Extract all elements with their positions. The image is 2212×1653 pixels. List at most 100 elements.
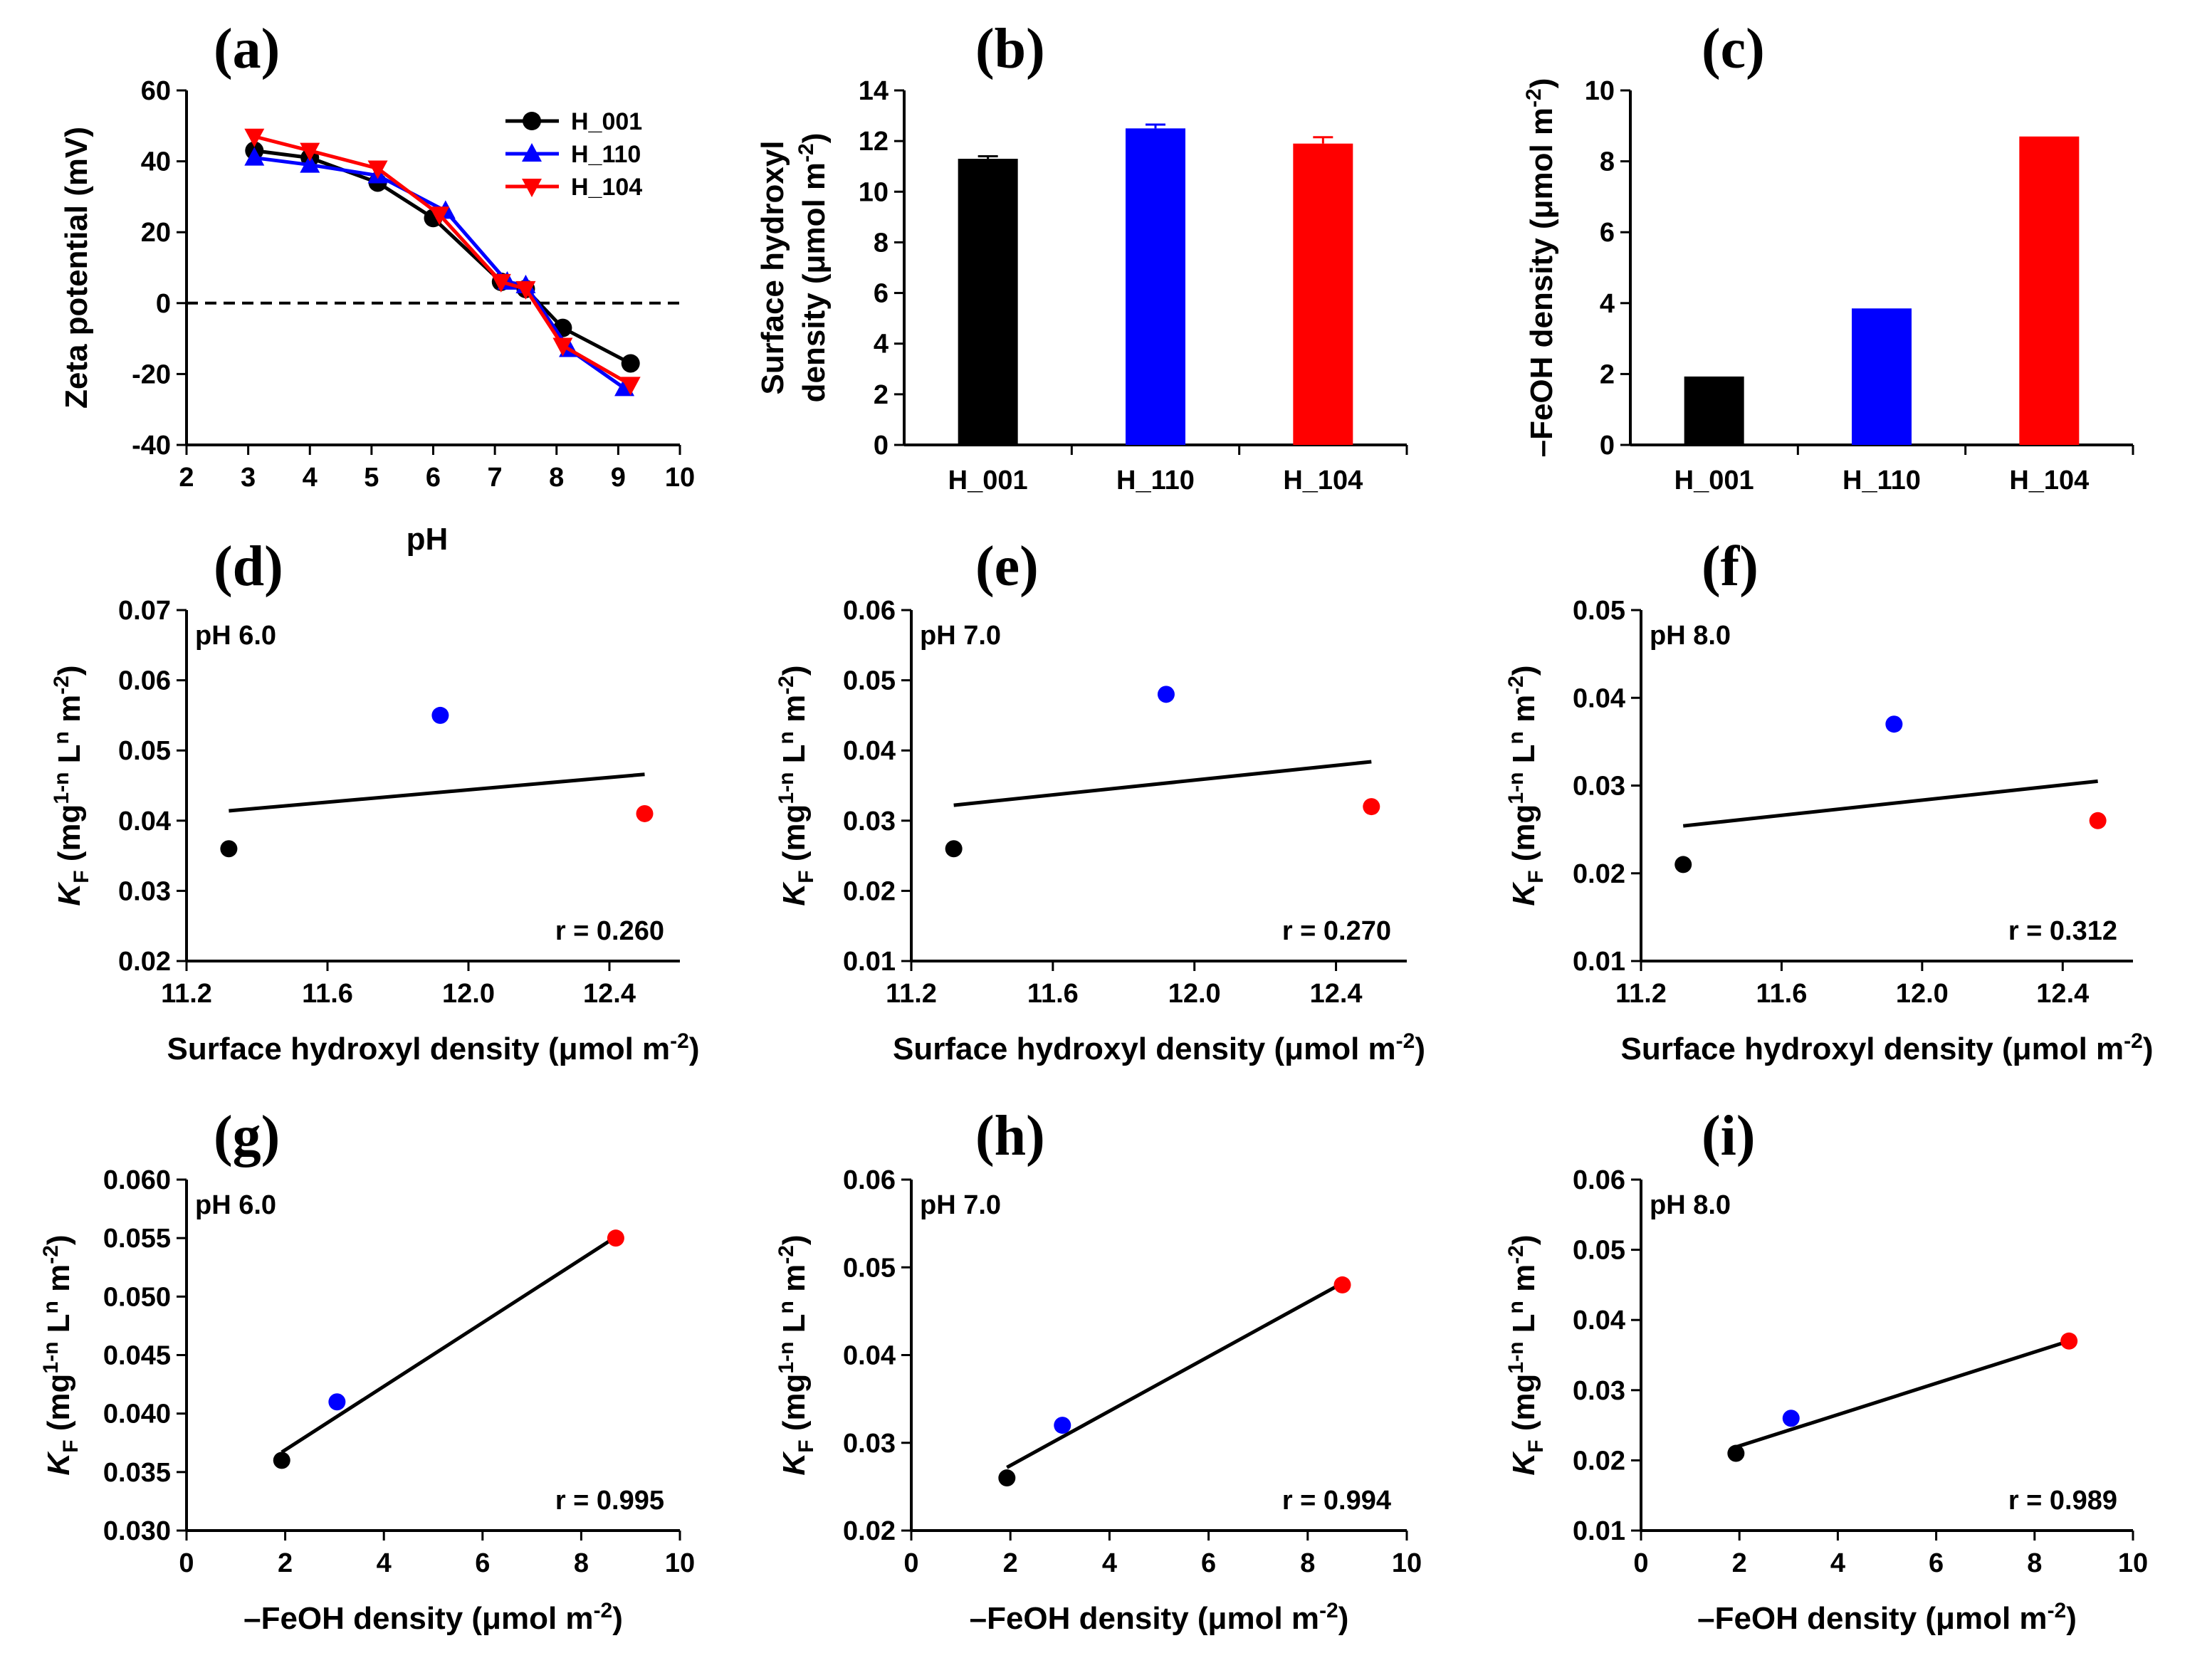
legend-marker: [523, 112, 541, 130]
y-tick-label: 0.04: [1573, 683, 1625, 713]
y-tick-label: 60: [141, 76, 171, 106]
x-tick-label: 8: [1300, 1548, 1315, 1578]
x-tick-label: 12.4: [1310, 979, 1363, 1009]
panel-f: (f) 0.01 0.02 0.03 0.04 0.05 11.2 11.6 12.0 12.4 p…: [1504, 535, 2154, 1066]
x-tick-label: 11.6: [302, 979, 353, 1009]
data-point-H_001: [998, 1469, 1016, 1487]
y-tick-label: 8: [874, 228, 889, 258]
ph-annotation: pH 6.0: [195, 1190, 276, 1220]
data-point-H_110: [244, 147, 265, 166]
y-tick-label: 0: [156, 289, 171, 319]
r-value: r = 0.270: [1282, 916, 1391, 946]
r-value: r = 0.260: [555, 916, 664, 946]
y-tick-label: 0.04: [843, 736, 896, 766]
x-tick-label: 11.6: [1756, 979, 1807, 1009]
panel-label: (b): [975, 18, 1045, 80]
x-tick-label: 0: [179, 1548, 194, 1578]
legend-marker: [522, 143, 542, 162]
x-tick-label: 11.2: [1615, 979, 1667, 1009]
bar-H_110: [1852, 308, 1912, 445]
y-tick-label: 0.01: [843, 947, 896, 977]
y-tick-label: 0: [1600, 431, 1615, 461]
panel-i: (i) 0.01 0.02 0.03 0.04 0.05 0.06 0 2 4 6 8 10 pH 8.0…: [1504, 1105, 2148, 1636]
y-tick-label: 0.02: [843, 1516, 896, 1546]
x-tick-label: 2: [1003, 1548, 1018, 1578]
y-tick-label: 0.01: [1573, 1516, 1625, 1546]
y-tick-label: 8: [1600, 147, 1615, 177]
y-tick-label: 0.050: [103, 1282, 171, 1312]
y-tick-label: 2: [874, 380, 889, 410]
x-axis-label: –FeOH density (μmol m-2): [243, 1599, 623, 1636]
y-tick-label: 0.03: [1573, 772, 1625, 802]
x-tick-label: 12.4: [583, 979, 636, 1009]
category-label: H_001: [1674, 466, 1754, 495]
panel-label: (d): [214, 535, 283, 598]
series-line-H_104: [253, 135, 631, 387]
x-tick-label: 10: [1392, 1548, 1422, 1578]
category-label: H_104: [2009, 466, 2089, 495]
data-point-H_001: [273, 1452, 290, 1469]
r-value: r = 0.312: [2008, 916, 2117, 946]
panel-label: (f): [1702, 535, 1758, 598]
y-tick-label: 0.04: [118, 807, 171, 836]
data-point-H_104: [636, 804, 654, 822]
x-tick-label: 4: [377, 1548, 392, 1578]
r-value: r = 0.994: [1282, 1486, 1391, 1516]
ph-annotation: pH 8.0: [1650, 1190, 1731, 1220]
legend-marker: [522, 179, 542, 197]
data-point-H_104: [515, 280, 536, 300]
y-tick-label: 0.045: [103, 1341, 171, 1371]
data-point-H_104: [491, 273, 511, 293]
x-tick-label: 11.6: [1027, 979, 1079, 1009]
x-tick-label: 5: [364, 463, 379, 493]
data-point-H_104: [1333, 1276, 1351, 1293]
y-tick-label: 0.06: [843, 596, 896, 626]
y-tick-label: 0.05: [1573, 596, 1625, 626]
fit-line: [229, 772, 645, 813]
data-point-H_110: [328, 1393, 346, 1411]
category-label: H_001: [948, 466, 1028, 495]
fit-line: [1735, 1339, 2070, 1449]
panel-label: (c): [1702, 18, 1765, 80]
y-tick-label: 0.03: [1573, 1376, 1625, 1406]
y-tick-label: 0.05: [118, 736, 171, 766]
y-tick-label: 20: [141, 218, 171, 248]
fit-line: [281, 1235, 617, 1454]
data-point-H_104: [2089, 812, 2107, 829]
y-tick-label: 0.05: [1573, 1236, 1625, 1266]
data-point-H_110: [1054, 1417, 1071, 1434]
data-point-H_110: [1885, 715, 1903, 733]
x-tick-label: 12.4: [2036, 979, 2089, 1009]
x-tick-label: 0: [1633, 1548, 1648, 1578]
data-point-H_104: [367, 160, 388, 179]
bar-H_110: [1126, 128, 1185, 445]
y-axis-label: KF (mg1-n Ln m-2): [775, 1234, 818, 1475]
y-tick-label: 6: [874, 279, 889, 309]
x-tick-label: 10: [665, 463, 695, 493]
data-point-H_104: [2060, 1332, 2078, 1350]
x-tick-label: 4: [1830, 1548, 1845, 1578]
data-point-H_104: [620, 377, 641, 396]
x-tick-label: 10: [2118, 1548, 2148, 1578]
x-tick-label: 6: [1929, 1548, 1944, 1578]
x-tick-label: 10: [665, 1548, 695, 1578]
y-tick-label: 6: [1600, 218, 1615, 248]
y-tick-label: -40: [132, 431, 171, 461]
y-tick-label: 0.030: [103, 1516, 171, 1546]
y-tick-label: 0.03: [843, 1429, 896, 1459]
y-tick-label: 0.04: [1573, 1306, 1625, 1335]
y-tick-label: 0.03: [118, 876, 171, 906]
data-point-H_110: [1157, 686, 1175, 703]
y-tick-label: 0.06: [118, 666, 171, 696]
y-axis-label: KF (mg1-n Ln m-2): [1504, 1234, 1548, 1475]
x-tick-label: 12.0: [1896, 979, 1949, 1009]
y-tick-label: 0.02: [1573, 1446, 1625, 1476]
fit-line: [1006, 1281, 1343, 1469]
y-tick-label: 4: [1600, 289, 1615, 319]
panel-label: (h): [975, 1105, 1045, 1167]
x-tick-label: 6: [426, 463, 441, 493]
x-tick-label: 6: [475, 1548, 490, 1578]
panel-d: (d) 0.02 0.03 0.04 0.05 0.06 0.07 11.2 11.6 12.0 1…: [50, 535, 700, 1066]
data-point-H_110: [1782, 1410, 1800, 1427]
panel-label: (e): [975, 535, 1039, 598]
